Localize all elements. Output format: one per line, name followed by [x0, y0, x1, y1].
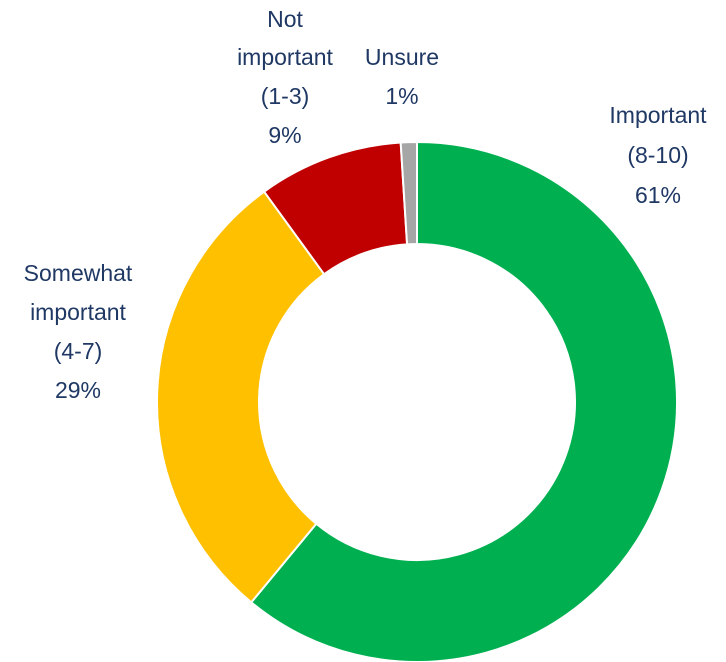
label-important: Important (8-10) 61% [609, 102, 707, 208]
label-somewhat-important-line-2: important [30, 299, 126, 325]
label-unsure: Unsure 1% [365, 44, 439, 109]
donut-slices [156, 140, 678, 662]
slice-important [249, 140, 678, 662]
slice-somewhat-important [156, 190, 326, 604]
label-not-important-line-2: important [237, 44, 333, 70]
label-important-line-3: 61% [635, 182, 681, 208]
label-not-important-line-3: (1-3) [261, 83, 310, 109]
label-not-important-line-1: Not [267, 6, 303, 32]
label-important-line-1: Important [609, 102, 707, 128]
label-somewhat-important-line-1: Somewhat [24, 260, 133, 286]
label-unsure-line-2: 1% [385, 83, 418, 109]
label-not-important: Not important (1-3) 9% [237, 6, 333, 148]
label-not-important-line-4: 9% [268, 122, 301, 148]
label-somewhat-important-line-3: (4-7) [54, 338, 103, 364]
label-somewhat-important-line-4: 29% [55, 377, 101, 403]
label-important-line-2: (8-10) [627, 142, 688, 168]
slice-unsure [399, 140, 418, 246]
label-unsure-line-1: Unsure [365, 44, 439, 70]
label-somewhat-important: Somewhat important (4-7) 29% [24, 260, 133, 403]
